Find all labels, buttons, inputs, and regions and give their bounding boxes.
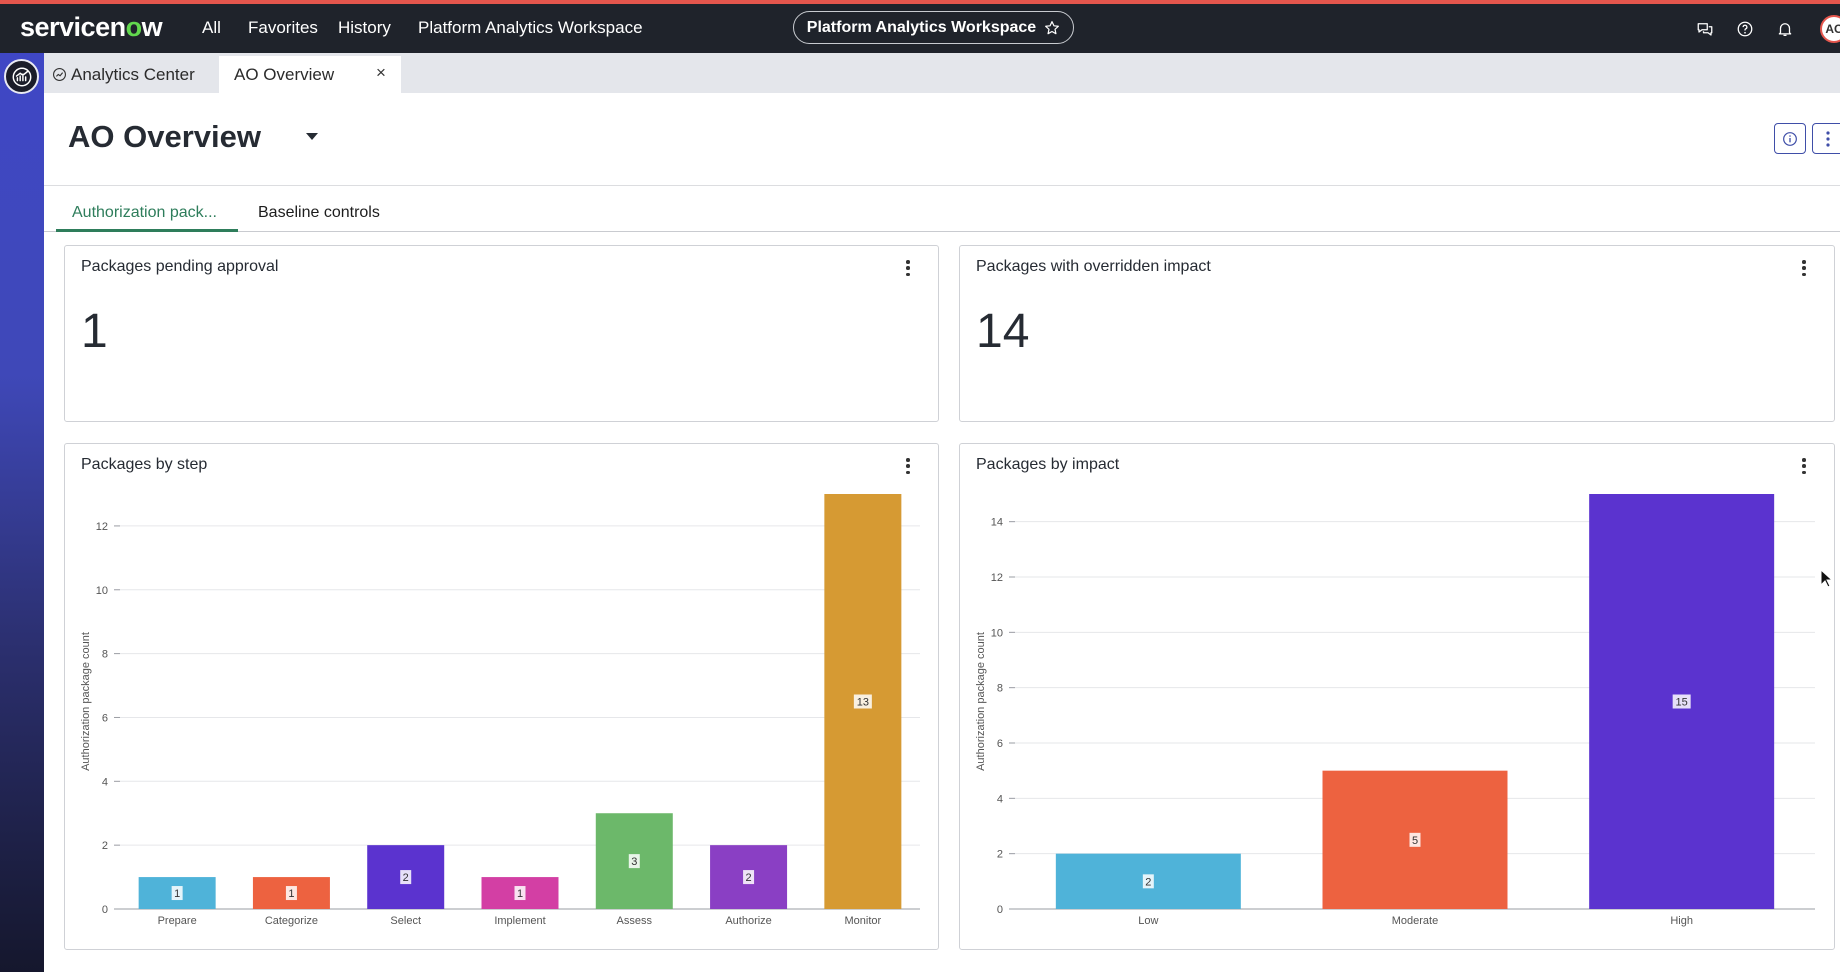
more-vertical-icon (1826, 130, 1830, 147)
x-tick-label: Implement (494, 915, 545, 927)
bar-chart-packages-by-impact: 0 2 4 6 8 10 12 14 Authorization package count 2 L… (975, 494, 1815, 927)
y-tick-label: 12 (991, 572, 1003, 584)
title-dropdown-caret-icon[interactable] (306, 133, 318, 140)
y-tick-label: 2 (102, 840, 108, 852)
workspace-tab-strip: Analytics Center AO Overview × (44, 53, 1840, 93)
data-label: 1 (174, 888, 180, 900)
notifications-bell-icon[interactable] (1776, 20, 1794, 38)
nav-platform-analytics-workspace[interactable]: Platform Analytics Workspace (418, 18, 643, 37)
more-options-button[interactable] (1812, 123, 1840, 154)
data-label-background (1142, 874, 1154, 889)
data-label: 5 (1412, 835, 1418, 847)
analytics-home-button[interactable] (4, 59, 39, 94)
card-more-options-icon[interactable] (906, 260, 910, 276)
data-label-background (285, 886, 297, 901)
y-tick-label: 8 (997, 683, 1003, 695)
data-label-background (853, 694, 872, 709)
y-axis-label: Authorization package count (975, 632, 987, 771)
data-label-background (1672, 694, 1691, 709)
help-icon[interactable] (1736, 20, 1754, 38)
data-label: 2 (1145, 876, 1151, 888)
info-icon (1783, 131, 1797, 146)
x-tick-label: Select (390, 915, 421, 927)
x-tick-label: Authorize (725, 915, 771, 927)
servicenow-logo[interactable]: servicenow (20, 12, 163, 42)
nav-all[interactable]: All (202, 18, 221, 37)
data-label-background (514, 886, 526, 901)
y-tick-label: 10 (991, 627, 1003, 639)
page-title: AO Overview (68, 119, 261, 154)
x-tick-label: Prepare (158, 915, 197, 927)
tab-analytics-center-label: Analytics Center (71, 64, 195, 84)
data-label: 1 (517, 888, 523, 900)
x-tick-label: Categorize (265, 915, 318, 927)
y-tick-label: 6 (997, 738, 1003, 750)
y-tick-label: 12 (96, 521, 108, 533)
card-more-options-icon[interactable] (1802, 260, 1806, 276)
data-label-background (628, 854, 640, 869)
y-tick-label: 4 (997, 793, 1003, 805)
x-tick-label: Moderate (1392, 915, 1438, 927)
chart-card-packages-by-impact: Packages by impact 0 2 4 6 8 10 12 14 Authorizat… (959, 443, 1835, 950)
data-label: 2 (746, 872, 752, 884)
data-label-background (1409, 832, 1421, 847)
tab-ao-overview-label: AO Overview (234, 64, 335, 84)
y-tick-label: 2 (997, 849, 1003, 861)
kpi-value[interactable]: 1 (81, 305, 108, 358)
card-title: Packages by step (81, 456, 208, 473)
nav-history[interactable]: History (338, 18, 391, 37)
card-more-options-icon[interactable] (906, 458, 910, 474)
user-avatar[interactable]: AC (1820, 15, 1840, 43)
y-tick-label: 10 (96, 585, 108, 597)
workspace-pill[interactable]: Platform Analytics Workspace (793, 11, 1074, 44)
top-navigation-bar: servicenow All Favorites History Platfor… (0, 0, 1840, 53)
y-tick-label: 14 (991, 517, 1003, 529)
tab-ao-overview[interactable]: AO Overview × (219, 56, 401, 93)
card-title: Packages with overridden impact (976, 258, 1211, 275)
y-tick-label: 4 (102, 776, 108, 788)
data-label: 13 (857, 697, 869, 709)
y-axis-label: Authorization package count (80, 632, 92, 771)
y-tick-label: 0 (997, 904, 1003, 916)
left-rail (0, 53, 44, 972)
y-tick-label: 8 (102, 649, 108, 661)
tab-authorization-packages[interactable]: Authorization pack... (72, 204, 217, 221)
x-tick-label: Assess (617, 915, 653, 927)
tab-analytics-center[interactable]: Analytics Center (52, 56, 212, 93)
data-label: 15 (1676, 697, 1688, 709)
y-tick-label: 0 (102, 904, 108, 916)
kpi-card-overridden-impact: Packages with overridden impact 14 (959, 245, 1835, 422)
data-label-background (400, 870, 412, 885)
card-title: Packages by impact (976, 456, 1120, 473)
x-tick-label: High (1670, 915, 1693, 927)
close-tab-icon[interactable]: × (376, 63, 386, 82)
nav-favorites[interactable]: Favorites (248, 18, 318, 37)
data-label-background (171, 886, 183, 901)
card-more-options-icon[interactable] (1802, 458, 1806, 474)
analytics-dashboard-icon (12, 67, 31, 86)
kpi-card-pending-approval: Packages pending approval 1 (64, 245, 939, 422)
analytics-center-icon (53, 68, 66, 81)
data-label-background (743, 870, 755, 885)
tab-baseline-controls[interactable]: Baseline controls (258, 204, 380, 221)
card-title: Packages pending approval (81, 258, 279, 275)
workspace-pill-label: Platform Analytics Workspace (806, 18, 1037, 36)
y-tick-label: 6 (102, 712, 108, 724)
star-icon[interactable] (1044, 20, 1060, 36)
page-header: AO Overview (44, 93, 1840, 186)
data-label: 3 (631, 856, 637, 868)
mouse-cursor-icon (1820, 569, 1834, 588)
active-tab-underline (56, 229, 238, 232)
kpi-value[interactable]: 14 (976, 305, 1030, 358)
chart-card-packages-by-step: Packages by step 0 2 4 6 8 10 12 Authorization … (64, 443, 939, 950)
chat-icon[interactable] (1696, 20, 1714, 38)
info-button[interactable] (1774, 123, 1806, 154)
data-label: 2 (403, 872, 409, 884)
dashboard-tabs: Authorization pack... Baseline controls (44, 186, 1840, 232)
x-tick-label: Low (1138, 915, 1158, 927)
x-tick-label: Monitor (845, 915, 882, 927)
data-label: 1 (288, 888, 294, 900)
